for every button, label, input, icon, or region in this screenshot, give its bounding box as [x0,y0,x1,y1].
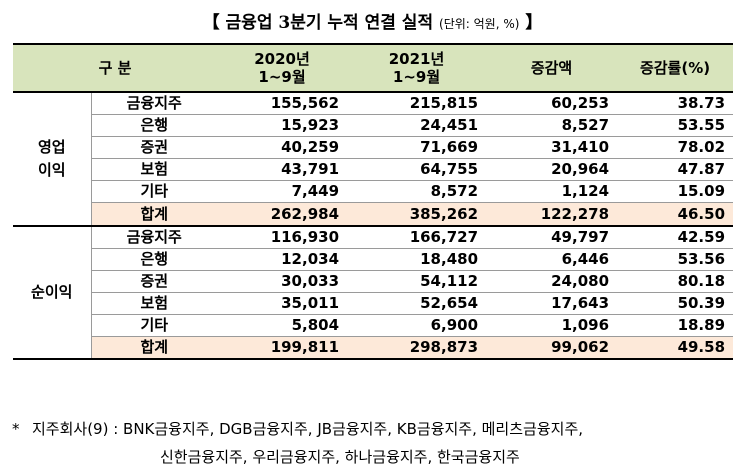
table-row: 은행 15,923 24,451 8,527 53.55 [13,114,734,138]
value-2020: 199,811 [217,336,348,361]
value-2021: 6,900 [347,314,487,338]
value-rate: 50.39 [617,292,734,315]
value-rate: 49.58 [617,336,734,361]
value-change: 49,797 [486,225,618,249]
value-2020: 15,923 [217,114,348,138]
value-2021: 298,873 [347,336,487,361]
value-2021: 18,480 [347,248,487,271]
header-2021-period: 1~9월 [392,67,441,86]
value-2020: 40,259 [217,136,348,160]
row-category: 은행 [91,248,218,271]
group-label-line1: 영업 [37,137,66,156]
title-unit: (단위: 억원, %) [439,17,520,31]
value-2020: 35,011 [217,292,348,315]
value-2020: 30,033 [217,270,348,293]
row-category: 기타 [91,180,218,204]
value-change: 122,278 [486,202,618,227]
value-2021: 54,112 [347,270,487,293]
value-rate: 78.02 [617,136,734,160]
header-2020-period: 1~9월 [258,67,306,86]
group-label-net-income: 순이익 [13,225,92,361]
table-title: 【 금융업 3분기 누적 연결 실적 (단위: 억원, %) 】 [0,8,745,33]
value-change: 20,964 [486,158,618,182]
header-2021-year: 2021년 [388,49,445,68]
operating-profit-section: 영업 이익 금융지주 155,562 215,815 60,253 38.73 … [13,92,734,227]
row-category: 은행 [91,114,218,138]
header-2020-year: 2020년 [254,49,310,68]
row-category: 증권 [91,136,218,160]
value-2021: 166,727 [347,225,487,249]
table-row: 순이익 금융지주 116,930 166,727 49,797 42.59 [13,225,734,361]
value-2020: 12,034 [217,248,348,271]
row-category: 기타 [91,314,218,338]
footnote-text-1: 지주회사(9) : BNK금융지주, DGB금융지주, JB금융지주, KB금융… [32,420,584,438]
footnote-line-2: 신한금융지주, 우리금융지주, 하나금융지주, 한국금융지주 [160,448,520,466]
value-rate: 38.73 [617,92,734,116]
total-row: 합계 199,811 298,873 99,062 49.58 [13,336,734,361]
value-rate: 42.59 [617,225,734,249]
value-2021: 385,262 [347,202,487,227]
value-change: 24,080 [486,270,618,293]
value-2021: 8,572 [347,180,487,204]
value-2020: 43,791 [217,158,348,182]
value-change: 99,062 [486,336,618,361]
row-category: 보험 [91,292,218,315]
value-2021: 52,654 [347,292,487,315]
group-label-line2: 이익 [37,160,66,179]
header-row: 구 분 2020년 1~9월 2021년 1~9월 증감액 증감률(%) [13,43,734,93]
group-label-operating: 영업 이익 [13,92,92,227]
value-2020: 7,449 [217,180,348,204]
row-category: 증권 [91,270,218,293]
group-label-line1: 순이익 [31,282,73,301]
value-rate: 47.87 [617,158,734,182]
net-income-section: 순이익 금융지주 116,930 166,727 49,797 42.59 은행… [13,225,734,361]
header-category: 구 분 [13,43,218,93]
total-row: 합계 262,984 385,262 122,278 46.50 [13,202,734,227]
row-category: 금융지주 [91,225,218,249]
row-category: 보험 [91,158,218,182]
footnote-mark: * [12,420,20,438]
value-2021: 64,755 [347,158,487,182]
value-2020: 5,804 [217,314,348,338]
value-2021: 215,815 [347,92,487,116]
title-main: 【 금융업 3분기 누적 연결 실적 [202,13,434,33]
header-2021: 2021년 1~9월 [347,43,487,93]
value-rate: 53.56 [617,248,734,271]
value-2020: 262,984 [217,202,348,227]
value-rate: 46.50 [617,202,734,227]
value-change: 8,527 [486,114,618,138]
title-close: 】 [519,13,543,33]
table-row: 보험 43,791 64,755 20,964 47.87 [13,158,734,182]
table-row: 은행 12,034 18,480 6,446 53.56 [13,248,734,271]
value-rate: 53.55 [617,114,734,138]
table-row: 증권 40,259 71,669 31,410 78.02 [13,136,734,160]
value-change: 31,410 [486,136,618,160]
value-2021: 24,451 [347,114,487,138]
value-change: 1,124 [486,180,618,204]
table-row: 기타 5,804 6,900 1,096 18.89 [13,314,734,338]
header-rate: 증감률(%) [617,43,734,93]
header-2020: 2020년 1~9월 [217,43,348,93]
value-change: 6,446 [486,248,618,271]
value-2021: 71,669 [347,136,487,160]
table-row: 증권 30,033 54,112 24,080 80.18 [13,270,734,293]
row-category: 금융지주 [91,92,218,116]
value-rate: 80.18 [617,270,734,293]
value-change: 60,253 [486,92,618,116]
row-category: 합계 [91,202,218,227]
value-change: 1,096 [486,314,618,338]
table-row: 기타 7,449 8,572 1,124 15.09 [13,180,734,204]
value-change: 17,643 [486,292,618,315]
value-rate: 18.89 [617,314,734,338]
table-row: 영업 이익 금융지주 155,562 215,815 60,253 38.73 [13,92,734,227]
footnote-line-1: * 지주회사(9) : BNK금융지주, DGB금융지주, JB금융지주, KB금… [12,418,583,439]
earnings-table: 구 분 2020년 1~9월 2021년 1~9월 증감액 증감률(%) 영업 … [13,43,734,361]
table-row: 보험 35,011 52,654 17,643 50.39 [13,292,734,315]
header-change: 증감액 [486,43,618,93]
row-category: 합계 [91,336,218,361]
value-2020: 155,562 [217,92,348,116]
value-rate: 15.09 [617,180,734,204]
value-2020: 116,930 [217,225,348,249]
